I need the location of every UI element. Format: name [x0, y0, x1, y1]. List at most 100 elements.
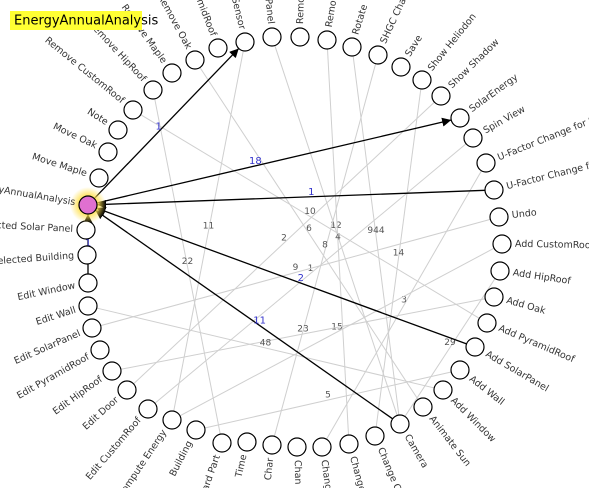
node[interactable]: [317, 30, 337, 50]
node[interactable]: [412, 70, 432, 90]
node[interactable]: [98, 142, 118, 162]
edge-count: 11: [253, 315, 266, 326]
node[interactable]: [490, 261, 510, 281]
edge: [352, 55, 400, 416]
node[interactable]: [450, 108, 470, 128]
edge: [179, 247, 495, 417]
edge: [326, 48, 350, 436]
node-label: Chan: [292, 460, 303, 485]
node-label: Building: [168, 439, 195, 478]
node[interactable]: [117, 380, 137, 400]
node[interactable]: [339, 434, 359, 454]
node[interactable]: [391, 57, 411, 77]
node[interactable]: [237, 432, 257, 452]
node[interactable]: [143, 80, 163, 100]
node-label: Selected Solar Panel: [0, 219, 73, 235]
node[interactable]: [82, 318, 102, 338]
node[interactable]: [185, 50, 205, 70]
node-label: Add SolarPanel: [483, 349, 550, 395]
node-label: Camera: [402, 432, 430, 470]
edge-count: 1: [308, 187, 314, 198]
edge-count: 5: [325, 391, 331, 401]
node[interactable]: [431, 86, 451, 106]
node[interactable]: [433, 380, 453, 400]
highlighted-edge: [94, 209, 394, 420]
node-label: Remo: [324, 0, 339, 28]
node-label: Board Part: [196, 453, 223, 488]
node[interactable]: [476, 153, 496, 173]
edge: [154, 143, 467, 404]
edge: [173, 50, 244, 412]
node-label: Move Maple: [31, 151, 89, 179]
node[interactable]: [89, 168, 109, 188]
node[interactable]: [390, 414, 410, 434]
node[interactable]: [208, 38, 228, 58]
highlighted-edge: [96, 117, 452, 204]
edge-count: 3: [401, 296, 407, 306]
node[interactable]: [123, 100, 143, 120]
node[interactable]: [78, 273, 98, 293]
node[interactable]: [162, 63, 182, 83]
node[interactable]: [365, 426, 385, 446]
node[interactable]: [77, 245, 97, 265]
node[interactable]: [465, 337, 485, 357]
edge: [375, 88, 422, 428]
node[interactable]: [90, 340, 110, 360]
edge-count: 4: [335, 233, 341, 243]
node[interactable]: [235, 32, 255, 52]
node-label: Add CustomRoof: [515, 239, 589, 252]
edge: [100, 218, 491, 327]
title-bg: [10, 11, 142, 30]
node[interactable]: [186, 420, 206, 440]
edge: [326, 170, 482, 440]
node[interactable]: [484, 180, 504, 200]
node-label: SHGC Cha: [378, 0, 408, 45]
edge: [204, 371, 452, 429]
node-label: Edit Door: [81, 395, 121, 433]
node-label: Time: [233, 453, 249, 479]
node[interactable]: [450, 360, 470, 380]
node-label: Add Wall: [467, 374, 506, 408]
edge-count: 1: [155, 122, 161, 133]
node[interactable]: [262, 435, 282, 455]
edge-count: 23: [297, 325, 308, 335]
node[interactable]: [477, 313, 497, 333]
node[interactable]: [287, 437, 307, 457]
node[interactable]: [76, 220, 96, 240]
node[interactable]: [290, 27, 310, 47]
node[interactable]: [312, 437, 332, 457]
node-label: EnergyAnnualAnalysis: [0, 180, 76, 209]
node[interactable]: [138, 399, 158, 419]
node[interactable]: [262, 27, 282, 47]
edge-count: 2: [281, 234, 287, 244]
node-label: Sensor: [229, 0, 247, 31]
edge-count: 11: [203, 222, 214, 232]
node[interactable]: [342, 37, 362, 57]
node-label: Edit Window: [17, 280, 77, 303]
edge-count: 18: [249, 156, 262, 167]
node[interactable]: [368, 45, 388, 65]
node[interactable]: [489, 207, 509, 227]
node[interactable]: [78, 296, 98, 316]
node[interactable]: [162, 410, 182, 430]
edge-count: 944: [367, 226, 384, 236]
edge-count: 29: [444, 338, 456, 348]
node[interactable]: [463, 128, 483, 148]
edges: 1241112994491056143822152234811812111: [83, 45, 496, 440]
node[interactable]: [102, 361, 122, 381]
node[interactable]: [78, 195, 98, 215]
node[interactable]: [492, 234, 512, 254]
title: EnergyAnnualAnalysis: [14, 14, 158, 29]
node[interactable]: [484, 287, 504, 307]
edge-count: 2: [298, 273, 304, 284]
node-label: Change C: [375, 446, 403, 488]
node[interactable]: [108, 120, 128, 140]
node-label: Remo: [295, 0, 307, 24]
node[interactable]: [413, 397, 433, 417]
node[interactable]: [212, 433, 232, 453]
edge: [140, 114, 480, 319]
node-label: Save: [403, 33, 425, 59]
node-label: Add HipRoof: [512, 267, 572, 287]
node-label: Undo: [511, 207, 537, 221]
